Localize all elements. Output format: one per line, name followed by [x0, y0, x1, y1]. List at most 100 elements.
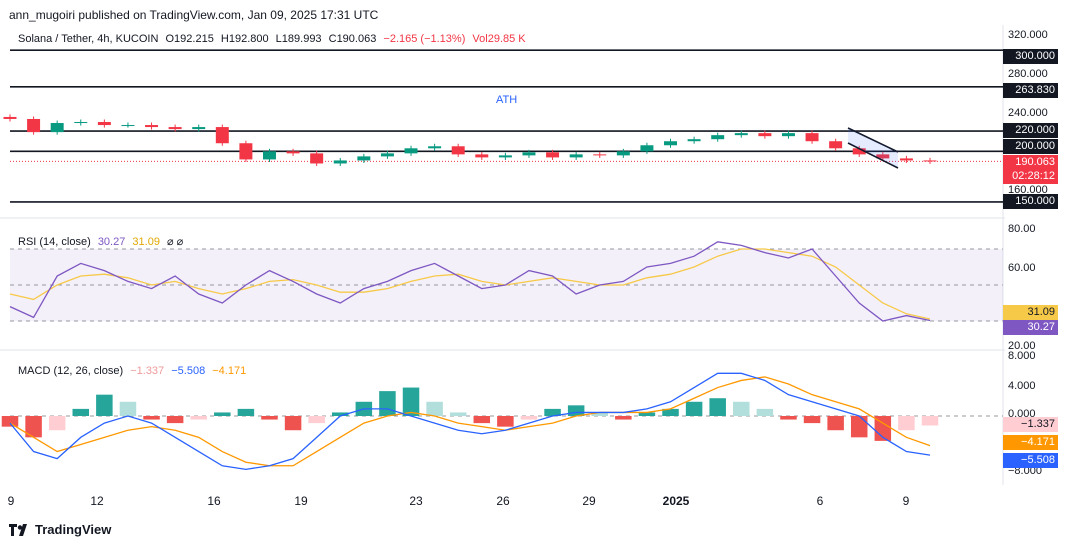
- level-tag-200: 200.000: [1003, 139, 1058, 154]
- macd-histogram-bar: [874, 416, 892, 441]
- x-tick-label: 19: [294, 494, 308, 508]
- candle-body: [74, 122, 88, 124]
- candle-body: [711, 135, 725, 140]
- candle-body: [498, 155, 512, 158]
- candle-body: [357, 156, 371, 161]
- macd-histogram-bar: [473, 416, 491, 424]
- publisher-line: ann_mugoiri published on TradingView.com…: [9, 8, 379, 22]
- price-change: −2.165 (−1.13%): [383, 33, 466, 45]
- macd-hist-tag: −1.337: [1003, 417, 1058, 432]
- x-tick-label: 9: [902, 494, 910, 508]
- macd-histogram-bar: [733, 401, 750, 416]
- macd-histogram-bar: [850, 416, 868, 438]
- candle-body: [734, 133, 748, 136]
- rsi-axis-label: 80.00: [1008, 223, 1036, 235]
- candle-body: [310, 153, 324, 164]
- rsi-ma-value: 31.09: [132, 236, 160, 248]
- candle-body: [569, 154, 583, 158]
- macd-histogram-bar: [662, 408, 679, 416]
- candle-body: [781, 133, 795, 137]
- channel-upper-line: [847, 127, 899, 153]
- candle-body: [239, 143, 253, 160]
- level-tag-150: 150.000: [1003, 194, 1058, 209]
- candle-body: [121, 125, 135, 127]
- candle-body: [215, 127, 229, 144]
- macd-histogram-bar: [497, 416, 514, 427]
- candle-body: [758, 133, 772, 137]
- candle-body: [50, 123, 64, 133]
- rsi-line: [9, 241, 931, 322]
- last-price-tag: 190.063: [1003, 155, 1058, 170]
- macd-histogram-bar: [237, 408, 255, 416]
- macd-signal-value: −4.171: [212, 365, 247, 377]
- x-tick-label: 16: [207, 494, 221, 508]
- candle-body: [852, 148, 866, 155]
- macd-histogram-bar: [780, 416, 797, 420]
- macd-line: [9, 372, 931, 470]
- ohlc-low: L189.993: [275, 33, 322, 45]
- macd-histogram-bar: [166, 416, 184, 424]
- rsi-axis-label: 20.00: [1008, 340, 1036, 352]
- macd-axis-label: −8.000: [1008, 465, 1042, 477]
- macd-label[interactable]: MACD (12, 26, close): [18, 365, 124, 377]
- x-tick-label: 29: [582, 494, 596, 508]
- level-tag-263: 263.830: [1003, 83, 1058, 98]
- rsi-extra-icons: ⌀ ⌀: [167, 236, 184, 248]
- candle-body: [263, 151, 276, 160]
- price-axis-label: 160.000: [1008, 184, 1048, 196]
- x-tick-label: 6: [816, 494, 824, 508]
- ohlc-open: O192.215: [165, 33, 214, 45]
- candle-body: [192, 127, 206, 130]
- macd-histogram-bar: [898, 416, 915, 431]
- macd-histogram-bar: [827, 416, 844, 431]
- macd-histogram-bar: [803, 416, 821, 424]
- macd-histogram-bar: [685, 401, 703, 416]
- ohlc-high: H192.800: [220, 33, 269, 45]
- macd-histogram-bar: [615, 416, 632, 420]
- macd-histogram-bar: [638, 412, 656, 416]
- candle-body: [3, 116, 17, 119]
- macd-histogram-bar: [402, 387, 420, 416]
- channel-fill: [848, 128, 898, 168]
- macd-histogram-bar: [48, 416, 66, 431]
- macd-histogram-bar: [332, 412, 349, 416]
- candle-body: [97, 122, 111, 126]
- macd-axis-label: 8.000: [1008, 350, 1036, 362]
- macd-histogram-bar: [25, 416, 42, 438]
- ohlc-close: C190.063: [328, 33, 377, 45]
- macd-histogram-bar: [190, 416, 207, 420]
- macd-histogram-bar: [143, 416, 160, 420]
- candle-body: [380, 153, 394, 157]
- rsi-label[interactable]: RSI (14, close): [18, 236, 91, 248]
- candle-body: [428, 146, 442, 149]
- rsi-ma-tag: 31.09: [1003, 305, 1058, 320]
- macd-histogram-bar: [261, 416, 278, 420]
- macd-histogram-bar: [426, 401, 443, 416]
- candle-body: [593, 154, 607, 156]
- macd-hist-value: −1.337: [130, 365, 165, 377]
- price-axis-label: 320.000: [1008, 29, 1048, 41]
- candle-body: [805, 133, 819, 142]
- x-tick-label: 12: [90, 494, 104, 508]
- candle-body: [923, 160, 937, 162]
- candle-body: [27, 118, 41, 133]
- macd-histogram-bar: [214, 412, 231, 416]
- candle-body: [616, 151, 630, 156]
- price-axis-label: 240.000: [1008, 107, 1048, 119]
- macd-histogram-bar: [544, 408, 561, 416]
- symbol-name[interactable]: Solana / Tether, 4h, KUCOIN: [18, 33, 159, 45]
- volume: Vol29.85 K: [472, 33, 526, 45]
- macd-histogram-bar: [119, 401, 137, 416]
- ath-annotation: ATH: [496, 94, 518, 106]
- macd-histogram-bar: [591, 412, 608, 416]
- rsi-header: RSI (14, close) 30.27 31.09 ⌀ ⌀: [18, 235, 187, 248]
- candle-body: [664, 141, 677, 146]
- candle-body: [333, 160, 347, 164]
- macd-histogram-bar: [1, 416, 19, 427]
- macd-histogram-bar: [379, 391, 396, 416]
- tradingview-logo[interactable]: TradingView: [9, 522, 111, 537]
- candle-body: [404, 148, 418, 154]
- macd-histogram-bar: [96, 394, 113, 416]
- macd-value: −5.508: [171, 365, 206, 377]
